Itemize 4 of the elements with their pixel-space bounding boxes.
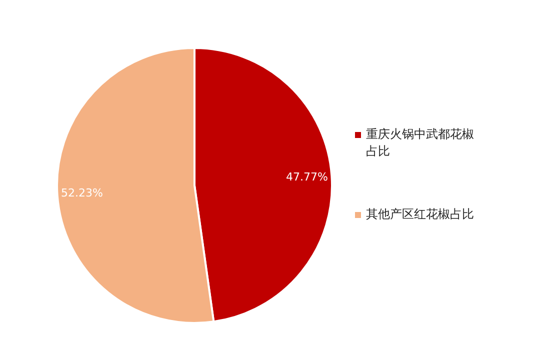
data-label: 47.77%	[286, 170, 328, 184]
legend-label: 其他产区红花椒占比	[366, 206, 474, 223]
legend-label: 重庆火锅中武都花椒占比	[366, 126, 475, 160]
data-label: 52.23%	[61, 186, 104, 200]
